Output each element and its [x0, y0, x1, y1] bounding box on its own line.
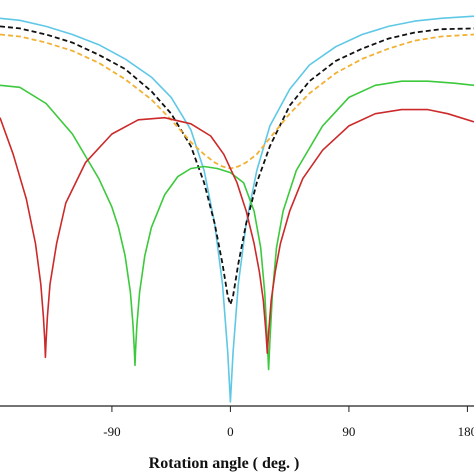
x-tick-label: -90	[103, 424, 120, 439]
x-tick-label: 0	[227, 424, 234, 439]
x-ticks: -90 0 90 180	[103, 406, 474, 439]
x-axis-label: Rotation angle ( deg. )	[149, 455, 300, 472]
series-layer	[0, 15, 474, 403]
series-line-3	[0, 80, 474, 371]
series-line-0	[0, 15, 474, 403]
x-tick-label: 90	[342, 424, 355, 439]
series-line-1	[0, 25, 474, 306]
x-tick-label: 180	[458, 424, 474, 439]
series-line-2	[0, 33, 474, 170]
series-line-4	[0, 108, 474, 359]
